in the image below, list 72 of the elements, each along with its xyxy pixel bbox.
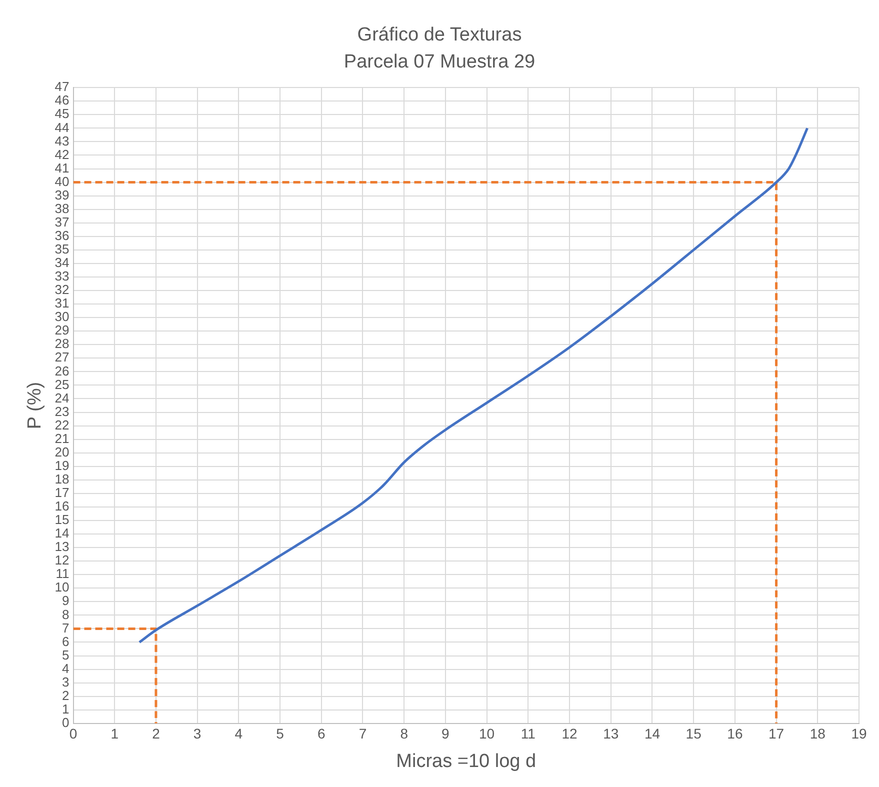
x-tick-label: 6	[317, 726, 326, 742]
y-tick-label: 16	[54, 498, 70, 514]
y-tick-label: 15	[54, 512, 70, 528]
y-tick-label: 24	[54, 390, 70, 406]
x-tick-label: 1	[110, 726, 119, 742]
x-tick-label: 14	[644, 726, 660, 742]
y-tick-label: 23	[54, 404, 70, 419]
y-tick-label: 10	[54, 580, 70, 595]
x-tick-label: 16	[727, 726, 743, 742]
y-axis-title: P (%)	[24, 382, 46, 430]
y-tick-label: 3	[62, 674, 70, 690]
y-tick-label: 46	[54, 92, 70, 108]
y-tick-label: 43	[54, 133, 70, 148]
x-tick-label: 9	[442, 726, 450, 742]
x-tick-label: 12	[562, 726, 578, 742]
y-tick-label: 6	[62, 634, 70, 649]
y-tick-label: 40	[54, 174, 70, 189]
y-tick-label: 31	[54, 296, 70, 311]
y-tick-label: 39	[54, 187, 70, 202]
y-tick-label: 19	[54, 458, 70, 473]
y-tick-label: 41	[54, 160, 70, 176]
y-tick-label: 9	[62, 593, 70, 608]
y-tick-label: 45	[54, 106, 70, 122]
y-tick-label: 30	[54, 309, 70, 324]
y-tick-label: 5	[62, 647, 70, 662]
y-tick-label: 2	[62, 688, 70, 703]
y-tick-label: 42	[54, 146, 70, 162]
y-tick-label: 11	[56, 566, 70, 582]
y-tick-label: 7	[62, 620, 70, 636]
x-tick-label: 5	[276, 726, 284, 742]
x-tick-label: 8	[400, 726, 408, 742]
x-tick-label: 7	[358, 726, 367, 742]
x-tick-label: 3	[193, 726, 202, 742]
y-tick-label: 32	[54, 282, 70, 298]
y-tick-label: 44	[54, 120, 70, 135]
y-tick-label: 29	[54, 322, 70, 338]
y-tick-label: 0	[62, 714, 70, 730]
y-tick-label: 36	[54, 228, 70, 243]
x-tick-label: 2	[152, 726, 160, 742]
x-tick-label: 13	[603, 726, 619, 742]
y-tick-label: 34	[54, 255, 70, 270]
x-tick-label: 15	[686, 726, 702, 742]
y-tick-label: 26	[54, 363, 70, 378]
y-tick-label: 13	[54, 539, 70, 554]
y-tick-label: 21	[54, 430, 70, 446]
y-tick-label: 27	[54, 350, 70, 365]
y-tick-label: 28	[54, 336, 70, 352]
y-tick-label: 37	[54, 214, 70, 230]
y-tick-label: 1	[62, 701, 70, 716]
x-tick-label: 4	[234, 726, 243, 742]
y-tick-label: 8	[62, 606, 70, 622]
y-tick-label: 18	[54, 471, 70, 486]
x-axis-title: Micras =10 log d	[396, 750, 536, 772]
chart-subtitle: Parcela 07 Muestra 29	[344, 51, 536, 72]
y-tick-label: 22	[54, 417, 70, 432]
x-tick-label: 18	[810, 726, 826, 742]
y-tick-label: 12	[54, 552, 70, 568]
y-tick-label: 35	[54, 242, 70, 257]
line-series	[138, 126, 809, 644]
y-tick-label: 25	[54, 376, 70, 392]
y-tick-label: 47	[54, 79, 70, 94]
y-tick-label: 4	[62, 660, 70, 676]
x-tick-label: 10	[479, 726, 495, 742]
x-tick-label: 11	[520, 726, 536, 742]
y-tick-label: 33	[54, 268, 70, 284]
y-tick-label: 17	[54, 485, 70, 500]
x-tick-label: 19	[851, 726, 867, 742]
chart-title: Gráfico de Texturas	[357, 24, 522, 46]
y-tick-label: 38	[54, 200, 70, 216]
x-tick-label: 17	[768, 726, 784, 742]
y-tick-label: 14	[54, 526, 70, 541]
y-tick-label: 20	[54, 444, 70, 460]
